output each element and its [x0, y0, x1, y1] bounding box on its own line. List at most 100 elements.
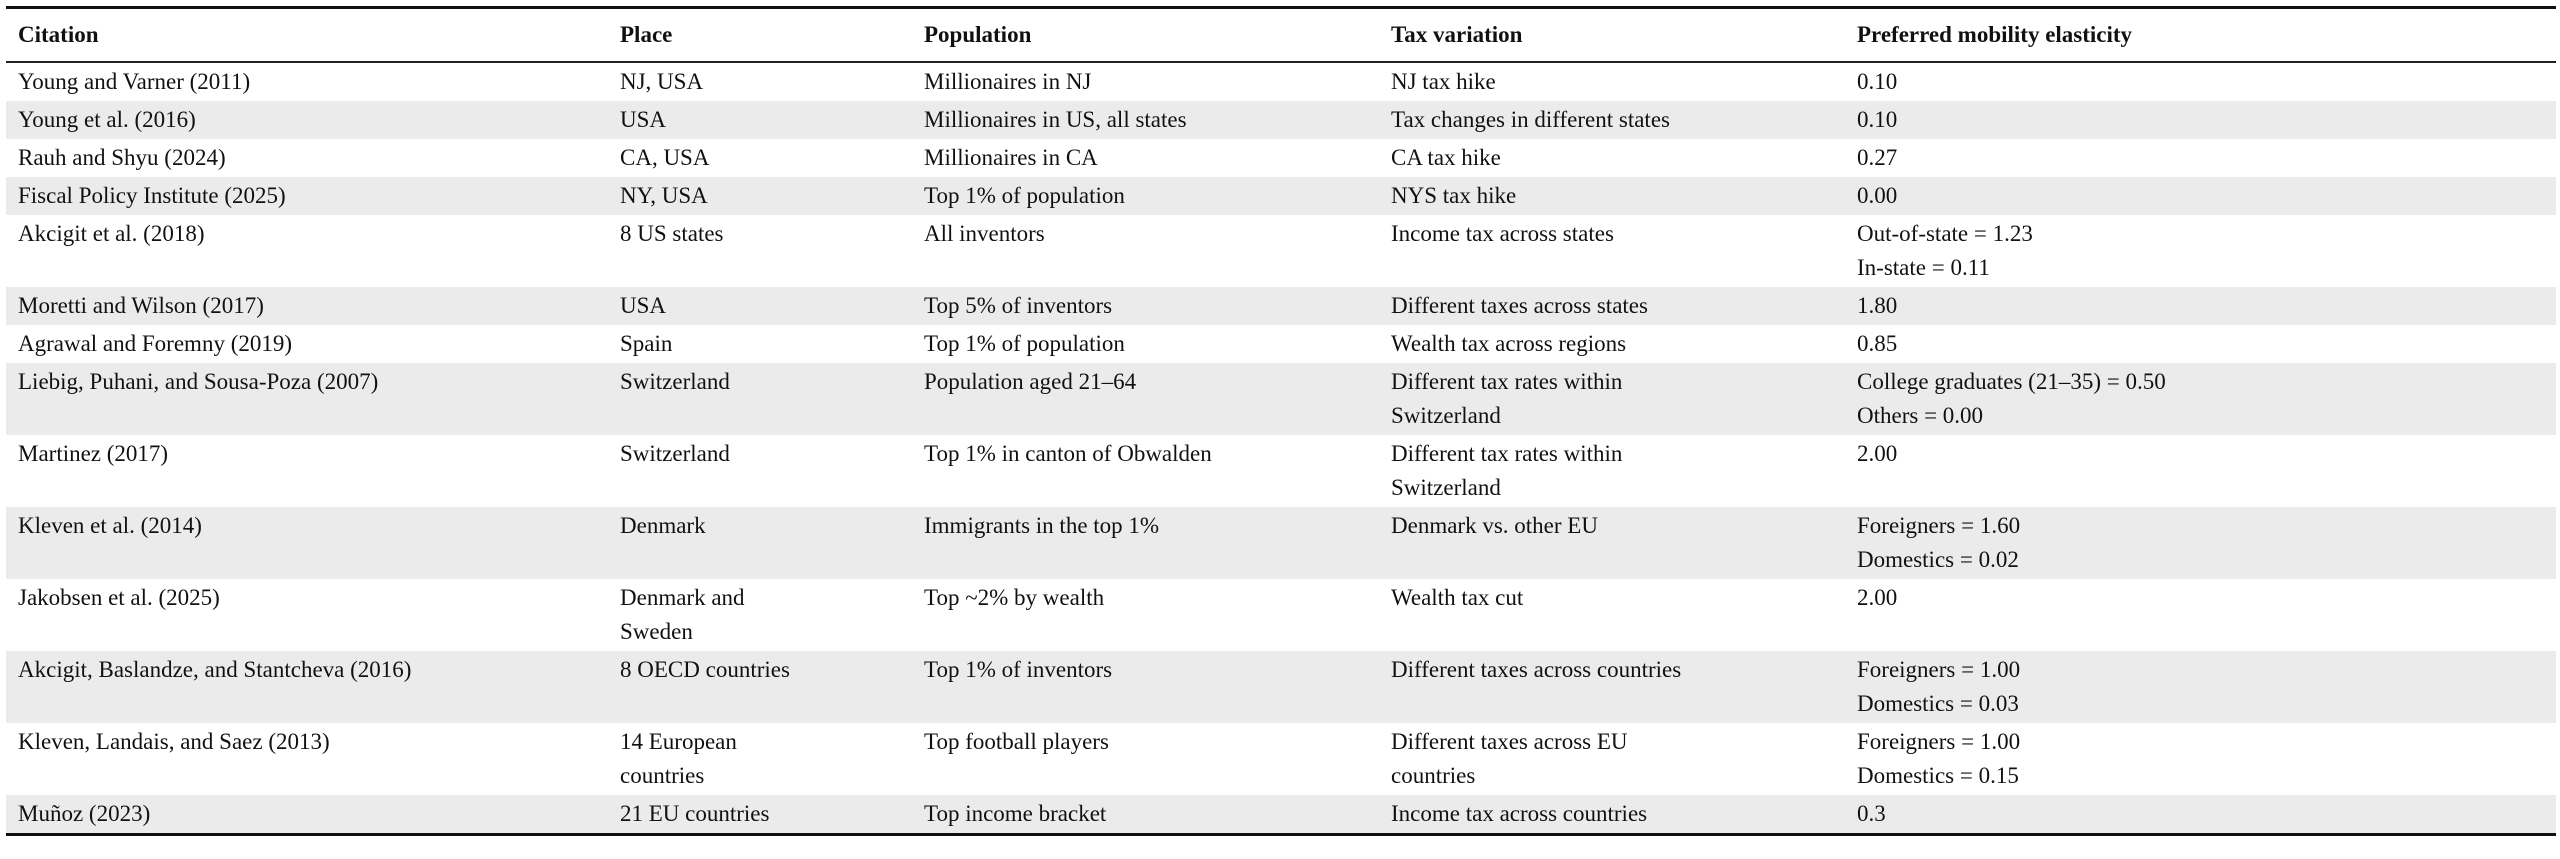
- cell-line: Wealth tax cut: [1391, 585, 1524, 610]
- cell-population: Top 1% in canton of Obwalden: [912, 435, 1379, 507]
- table-row: Martinez (2017) Switzerland Top 1% in cant…: [6, 435, 2556, 507]
- cell-population: Top 5% of inventors: [912, 287, 1379, 325]
- cell-line: Fiscal Policy Institute (2025): [18, 183, 286, 208]
- cell-citation: Fiscal Policy Institute (2025): [6, 177, 608, 215]
- cell-line: Akcigit et al. (2018): [18, 221, 205, 246]
- cell-citation: Liebig, Puhani, and Sousa-Poza (2007): [6, 363, 608, 435]
- table-row: Kleven et al. (2014) Denmark Immigrants in…: [6, 507, 2556, 579]
- header-citation: Citation: [6, 7, 608, 63]
- mobility-elasticity-table: Citation Place Population Tax variation …: [6, 6, 2556, 836]
- cell-citation: Young et al. (2016): [6, 101, 608, 139]
- cell-line: Switzerland: [1391, 403, 1501, 428]
- cell-elasticity: 1.80: [1845, 287, 2556, 325]
- cell-line: Millionaires in CA: [924, 145, 1098, 170]
- cell-line: Tax changes in different states: [1391, 107, 1670, 132]
- cell-line: Wealth tax across regions: [1391, 331, 1627, 356]
- header-elasticity: Preferred mobility elasticity: [1845, 7, 2556, 63]
- cell-line: 0.00: [1857, 183, 1898, 208]
- cell-line: Denmark and: [620, 585, 745, 610]
- cell-elasticity: 0.3: [1845, 795, 2556, 835]
- cell-line: 0.3: [1857, 801, 1886, 826]
- cell-citation: Kleven, Landais, and Saez (2013): [6, 723, 608, 795]
- cell-line: Domestics = 0.02: [1857, 547, 2019, 572]
- cell-elasticity: 0.10: [1845, 62, 2556, 101]
- cell-line: Different taxes across EU: [1391, 729, 1628, 754]
- cell-citation: Akcigit et al. (2018): [6, 215, 608, 287]
- table-row: Agrawal and Foremny (2019) Spain Top 1% of…: [6, 325, 2556, 363]
- cell-population: Top football players: [912, 723, 1379, 795]
- cell-place: Switzerland: [608, 435, 912, 507]
- cell-tax-variation: CA tax hike: [1379, 139, 1845, 177]
- cell-line: Different taxes across states: [1391, 293, 1648, 318]
- cell-line: Denmark: [620, 513, 706, 538]
- cell-population: Immigrants in the top 1%: [912, 507, 1379, 579]
- cell-line: Others = 0.00: [1857, 403, 1984, 428]
- cell-citation: Jakobsen et al. (2025): [6, 579, 608, 651]
- cell-line: 0.10: [1857, 69, 1898, 94]
- cell-line: USA: [620, 107, 667, 132]
- table-row: Fiscal Policy Institute (2025) NY, USA Top…: [6, 177, 2556, 215]
- cell-elasticity: College graduates (21–35) = 0.50 Others =…: [1845, 363, 2556, 435]
- table-row: Kleven, Landais, and Saez (2013) 14 Europ…: [6, 723, 2556, 795]
- cell-citation: Rauh and Shyu (2024): [6, 139, 608, 177]
- cell-line: CA, USA: [620, 145, 710, 170]
- cell-line: Millionaires in NJ: [924, 69, 1092, 94]
- cell-line: Kleven, Landais, and Saez (2013): [18, 729, 330, 754]
- cell-line: Top income bracket: [924, 801, 1107, 826]
- cell-citation: Muñoz (2023): [6, 795, 608, 835]
- cell-line: Sweden: [620, 619, 693, 644]
- cell-citation: Martinez (2017): [6, 435, 608, 507]
- table-row: Moretti and Wilson (2017) USA Top 5% of in…: [6, 287, 2556, 325]
- cell-place: 21 EU countries: [608, 795, 912, 835]
- cell-line: NYS tax hike: [1391, 183, 1517, 208]
- cell-line: Agrawal and Foremny (2019): [18, 331, 293, 356]
- cell-line: 1.80: [1857, 293, 1898, 318]
- cell-citation: Agrawal and Foremny (2019): [6, 325, 608, 363]
- table-row: Young et al. (2016) USA Millionaires in US…: [6, 101, 2556, 139]
- cell-place: NY, USA: [608, 177, 912, 215]
- table-row: Jakobsen et al. (2025) Denmark and Sweden T…: [6, 579, 2556, 651]
- cell-line: Out-of-state = 1.23: [1857, 221, 2033, 246]
- cell-place: USA: [608, 287, 912, 325]
- table-row: Muñoz (2023) 21 EU countries Top income br…: [6, 795, 2556, 835]
- cell-line: Top ~2% by wealth: [924, 585, 1105, 610]
- cell-line: Top 1% of population: [924, 331, 1125, 356]
- table-body: Young and Varner (2011) NJ, USA Millionair…: [6, 62, 2556, 835]
- cell-tax-variation: Denmark vs. other EU: [1379, 507, 1845, 579]
- cell-population: Top 1% of population: [912, 325, 1379, 363]
- cell-line: Top 1% of population: [924, 183, 1125, 208]
- cell-population: Millionaires in CA: [912, 139, 1379, 177]
- cell-place: Spain: [608, 325, 912, 363]
- cell-line: 2.00: [1857, 441, 1898, 466]
- cell-tax-variation: Income tax across countries: [1379, 795, 1845, 835]
- cell-line: Domestics = 0.03: [1857, 691, 2019, 716]
- cell-citation: Kleven et al. (2014): [6, 507, 608, 579]
- header-population: Population: [912, 7, 1379, 63]
- cell-line: Different taxes across countries: [1391, 657, 1682, 682]
- cell-line: NJ tax hike: [1391, 69, 1496, 94]
- cell-tax-variation: Different tax rates within Switzerland: [1379, 363, 1845, 435]
- cell-line: Different tax rates within: [1391, 369, 1623, 394]
- cell-tax-variation: Tax changes in different states: [1379, 101, 1845, 139]
- cell-elasticity: Foreigners = 1.00 Domestics = 0.03: [1845, 651, 2556, 723]
- cell-elasticity: 0.10: [1845, 101, 2556, 139]
- cell-line: 0.85: [1857, 331, 1898, 356]
- cell-place: NJ, USA: [608, 62, 912, 101]
- cell-line: Top football players: [924, 729, 1109, 754]
- cell-elasticity: Foreigners = 1.00 Domestics = 0.15: [1845, 723, 2556, 795]
- header-place: Place: [608, 7, 912, 63]
- cell-line: 14 European: [620, 729, 737, 754]
- cell-line: Domestics = 0.15: [1857, 763, 2019, 788]
- header-tax-variation: Tax variation: [1379, 7, 1845, 63]
- cell-elasticity: 0.85: [1845, 325, 2556, 363]
- cell-tax-variation: NJ tax hike: [1379, 62, 1845, 101]
- header-row: Citation Place Population Tax variation …: [6, 7, 2556, 63]
- cell-line: Top 5% of inventors: [924, 293, 1113, 318]
- cell-population: Population aged 21–64: [912, 363, 1379, 435]
- cell-line: Switzerland: [620, 441, 730, 466]
- cell-population: All inventors: [912, 215, 1379, 287]
- cell-line: 2.00: [1857, 585, 1898, 610]
- cell-line: Population aged 21–64: [924, 369, 1137, 394]
- cell-line: Muñoz (2023): [18, 801, 151, 826]
- cell-population: Top 1% of population: [912, 177, 1379, 215]
